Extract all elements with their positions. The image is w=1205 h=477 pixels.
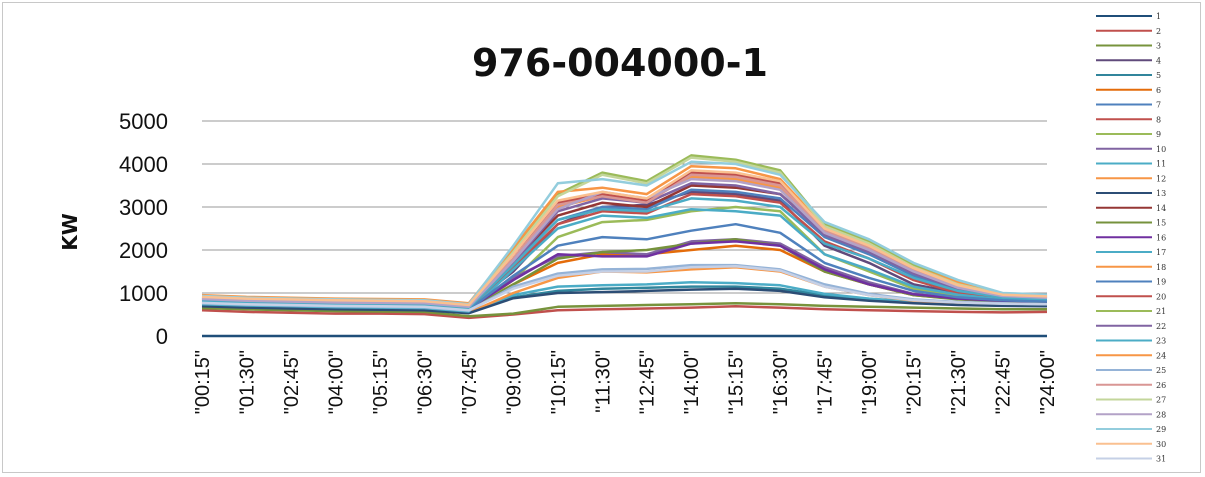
legend-label: 26 (1156, 381, 1166, 390)
legend-label: 30 (1156, 440, 1166, 449)
x-tick-label: "11:30" (592, 350, 614, 413)
legend-label: 14 (1156, 204, 1166, 213)
legend-label: 19 (1156, 278, 1166, 287)
legend-label: 12 (1156, 174, 1166, 183)
series-line-23 (201, 197, 1048, 310)
legend-label: 7 (1156, 101, 1161, 110)
x-tick-label: "01:30" (236, 350, 258, 414)
legend-label: 9 (1156, 130, 1161, 139)
legend-label: 11 (1156, 160, 1166, 169)
legend-label: 10 (1156, 145, 1166, 154)
series-line-31 (201, 265, 1048, 312)
series-lines (201, 154, 1048, 338)
legend-label: 23 (1156, 337, 1166, 346)
legend-label: 6 (1156, 86, 1161, 95)
chart-title: 976-004000-1 (472, 41, 768, 85)
legend-label: 16 (1156, 233, 1166, 242)
y-axis-ticks: 0 1000 2000 3000 4000 5000 (119, 109, 168, 349)
legend-label: 1 (1156, 12, 1161, 21)
x-tick-label: "10:15" (548, 350, 570, 414)
x-tick-label: "09:00" (503, 350, 525, 414)
x-tick-label: "21:30" (948, 350, 970, 414)
legend-label: 31 (1156, 455, 1166, 464)
series-line-30 (201, 169, 1048, 307)
x-tick-label: "19:00" (859, 350, 881, 414)
x-tick-label: "22:45" (993, 350, 1015, 414)
y-tick-label: 4000 (119, 152, 168, 177)
legend-label: 2 (1156, 27, 1161, 36)
x-tick-label: "05:15" (370, 350, 392, 414)
y-tick-label: 0 (156, 324, 168, 349)
x-tick-label: "04:00" (325, 350, 347, 414)
legend-label: 25 (1156, 366, 1166, 375)
y-tick-label: 5000 (119, 109, 168, 134)
legend-label: 3 (1156, 42, 1161, 51)
legend-label: 4 (1156, 56, 1161, 65)
x-tick-label: "00:15" (192, 350, 214, 414)
x-tick-label: "06:30" (414, 350, 436, 414)
series-line-2 (201, 305, 1048, 320)
x-tick-label: "20:15" (904, 350, 926, 414)
x-tick-label: "14:00" (681, 350, 703, 414)
x-tick-label: "15:15" (726, 350, 748, 414)
legend-label: 17 (1156, 248, 1166, 257)
legend-label: 13 (1156, 189, 1166, 198)
y-axis-label: KW (58, 213, 82, 251)
legend-label: 24 (1156, 351, 1166, 360)
legend-label: 15 (1156, 219, 1166, 228)
legend-label: 22 (1156, 322, 1166, 331)
legend-label: 20 (1156, 292, 1166, 301)
legend: 1234567891011121314151617181920212223242… (1096, 12, 1166, 464)
legend-label: 27 (1156, 396, 1166, 405)
legend-label: 21 (1156, 307, 1166, 316)
x-tick-label: "17:45" (815, 350, 837, 414)
x-tick-label: "16:30" (770, 350, 792, 414)
x-tick-label: "24:00" (1037, 350, 1059, 414)
x-tick-label: "02:45" (281, 350, 303, 414)
legend-label: 29 (1156, 425, 1166, 434)
x-tick-label: "07:45" (459, 350, 481, 414)
y-tick-label: 2000 (119, 238, 168, 263)
x-axis-ticks: "00:15" "01:30" "02:45" "04:00" "05:15" "06:3… (192, 350, 1059, 414)
y-tick-label: 1000 (119, 281, 168, 306)
x-tick-label: "12:45" (637, 350, 659, 414)
legend-label: 28 (1156, 410, 1166, 419)
series-line-13 (201, 287, 1048, 315)
legend-label: 18 (1156, 263, 1166, 272)
series-line-3 (201, 302, 1047, 318)
y-tick-label: 3000 (119, 195, 168, 220)
legend-label: 8 (1156, 115, 1161, 124)
legend-label: 5 (1156, 71, 1161, 80)
